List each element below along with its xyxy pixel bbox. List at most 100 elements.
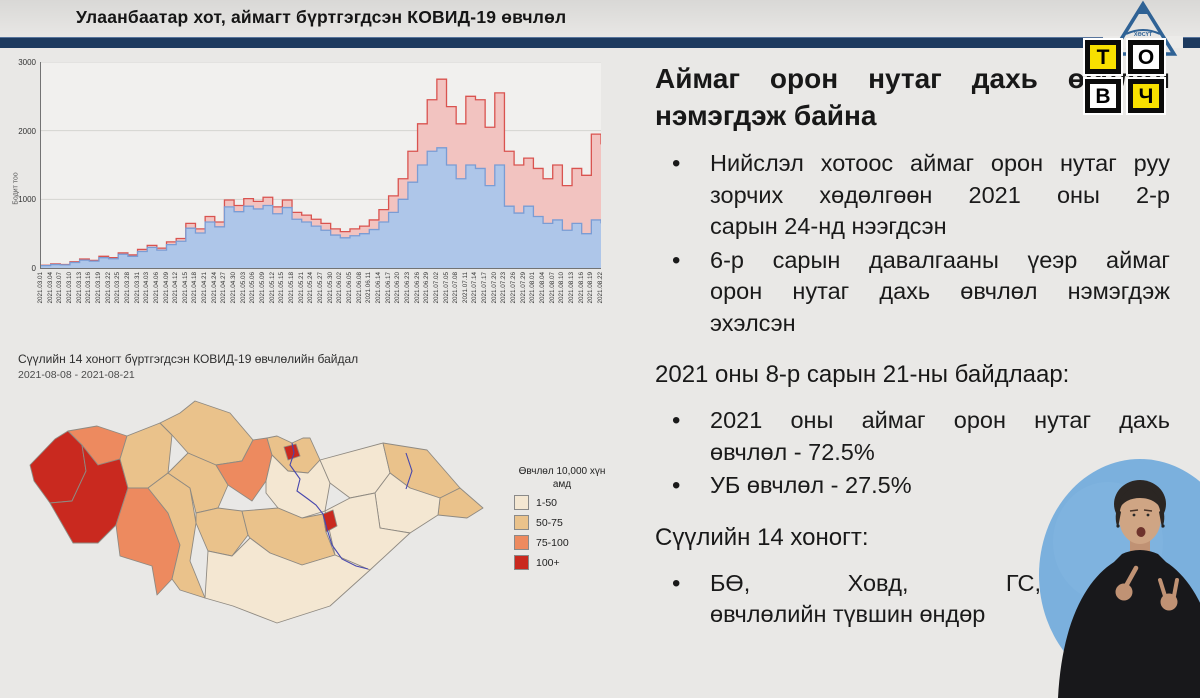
logo-tile-t: Т [1083, 38, 1123, 76]
x-tick-label: 2021.05.12 [268, 272, 276, 304]
x-tick-label: 2021.05.03 [239, 272, 247, 304]
interpreter-face [1119, 492, 1161, 544]
x-tick-label: 2021.08.04 [539, 272, 547, 304]
panel-heading-line2: нэмэгдэж байна [655, 100, 877, 131]
x-tick-label: 2021.05.27 [317, 272, 324, 304]
x-tick-label: 2021.08.19 [587, 272, 595, 304]
logo-tile-ch: Ч [1126, 77, 1166, 115]
legend-swatch [514, 535, 529, 550]
legend-swatch [514, 555, 529, 570]
map-region [195, 507, 249, 557]
x-tick-label: 2021.05.15 [278, 272, 286, 304]
bullet-item: 2021 оны аймаг орон нутаг дахь өвчлөл - … [655, 405, 1170, 468]
x-tick-label: 2021.07.20 [490, 272, 498, 304]
x-tick-label: 2021.07.08 [452, 272, 460, 304]
y-tick-label: 0 [31, 264, 36, 273]
logo-tile-o: О [1126, 38, 1166, 76]
x-tick-label: 2021.06.11 [365, 272, 373, 304]
map-legend: Өвчлөл 10,000 хүн амд 1-50 50-75 75-100 … [506, 466, 618, 575]
mongolia-choropleth-map [29, 400, 484, 624]
x-tick-label: 2021.06.26 [413, 272, 421, 304]
bullet-item: 6-р сарын давалгааны үеэр аймаг орон нут… [655, 245, 1170, 340]
legend-item: 75-100 [514, 535, 618, 550]
x-tick-label: 2021.04.24 [210, 272, 218, 304]
chart-canvas [40, 61, 602, 268]
bullet-item: Нийслэл хотоос аймаг орон нутаг руу зорч… [655, 148, 1170, 243]
x-tick-label: 2021.06.20 [394, 272, 402, 304]
map-title: Сүүлийн 14 хоногт бүртгэгдсэн КОВИД-19 ө… [18, 352, 359, 366]
tv-channel-logo: Т О В Ч [1083, 38, 1168, 115]
x-tick-label: 2021.03.19 [94, 272, 102, 304]
x-tick-label: 2021.07.17 [481, 272, 489, 304]
legend-title: Өвчлөл 10,000 хүн амд [518, 466, 606, 490]
x-tick-label: 2021.04.18 [191, 272, 199, 304]
x-tick-label: 2021.03.10 [65, 272, 73, 304]
x-tick-label: 2021.08.07 [548, 272, 556, 304]
x-tick-label: 2021.05.06 [249, 272, 257, 304]
bullet-list-percentages: 2021 оны аймаг орон нутаг дахь өвчлөл - … [655, 405, 1170, 502]
header-bar: Улаанбаатар хот, аймагт бүртгэгдсэн КОВИ… [0, 0, 1200, 37]
x-tick-label: 2021.07.11 [461, 272, 469, 304]
x-tick-label: 2021.03.01 [37, 272, 44, 304]
bullet-item: УБ өвчлөл - 27.5% [655, 470, 1170, 502]
status-date-line: 2021 оны 8-р сарын 21-ны байдлаар: [655, 361, 1070, 388]
interpreter-mouth [1136, 527, 1146, 537]
x-tick-label: 2021.07.26 [510, 272, 518, 304]
x-tick-label: 2021.08.10 [558, 272, 566, 304]
x-tick-label: 2021.06.23 [403, 272, 411, 304]
broadcast-slide: { "header": { "title": "Улаанбаатар хот,… [0, 0, 1200, 664]
x-tick-label: 2021.04.12 [172, 272, 180, 304]
legend-item: 1-50 [514, 495, 618, 510]
x-tick-label: 2021.07.29 [519, 272, 527, 304]
x-tick-label: 2021.07.05 [442, 272, 450, 304]
x-tick-label: 2021.04.03 [143, 272, 151, 304]
y-tick-label: 2000 [18, 126, 36, 136]
x-tick-label: 2021.03.31 [133, 272, 141, 304]
map-region [49, 444, 129, 544]
ub-blue-area-line [40, 147, 602, 267]
interpreter-left-hand [1115, 583, 1133, 601]
x-tick-label: 2021.04.09 [162, 272, 170, 304]
x-tick-label: 2021.03.25 [114, 272, 122, 304]
x-tick-label: 2021.03.04 [46, 272, 54, 304]
key-points-panel: Аймаг орон нутаг дахь өвчлөл нэмэгдэж ба… [655, 60, 1170, 633]
legend-swatch [514, 515, 529, 530]
railway-line [289, 442, 369, 570]
covid-cases-area-chart [40, 61, 602, 269]
x-tick-label: 2021.06.14 [374, 272, 382, 304]
x-tick-label: 2021.04.15 [181, 272, 189, 304]
x-tick-label: 2021.03.22 [104, 272, 112, 304]
map-region [159, 400, 254, 466]
legend-item: 100+ [514, 555, 618, 570]
x-tick-label: 2021.05.30 [326, 272, 334, 304]
x-tick-label: 2021.04.21 [201, 272, 209, 304]
x-tick-label: 2021.08.16 [577, 272, 585, 304]
x-tick-label: 2021.03.16 [85, 272, 93, 304]
x-tick-label: 2021.04.30 [230, 272, 238, 304]
x-tick-label: 2021.08.13 [568, 272, 576, 304]
x-tick-label: 2021.07.14 [471, 272, 479, 304]
x-tick-label: 2021.05.21 [297, 272, 305, 304]
legend-swatch [514, 495, 529, 510]
x-tick-label: 2021.06.05 [345, 272, 353, 304]
x-tick-label: 2021.04.06 [152, 272, 160, 304]
map-region [204, 537, 371, 624]
x-tick-label: 2021.04.27 [220, 272, 228, 304]
x-tick-label: 2021.06.29 [423, 272, 431, 304]
railway-line-northeast [405, 452, 413, 490]
x-tick-label: 2021.08.22 [597, 272, 604, 304]
last-14-days-line: Сүүлийн 14 хоногт: [655, 523, 869, 551]
bullet-list-top: Нийслэл хотоос аймаг орон нутаг руу зорч… [655, 148, 1170, 339]
page-title: Улаанбаатар хот, аймагт бүртгэгдсэн КОВИ… [76, 7, 567, 27]
legend-item: 50-75 [514, 515, 618, 530]
ub-blue-area-fill [41, 147, 601, 268]
x-tick-label: 2021.05.09 [259, 272, 267, 304]
y-tick-label: 3000 [18, 58, 36, 67]
x-tick-label: 2021.05.24 [307, 272, 315, 304]
x-tick-label: 2021.07.23 [500, 272, 508, 304]
header-divider-strip [0, 37, 1200, 48]
interpreter-body [1058, 550, 1200, 698]
sign-language-interpreter [1039, 459, 1200, 698]
x-tick-label: 2021.07.02 [432, 272, 440, 304]
x-tick-label: 2021.05.18 [288, 272, 296, 304]
